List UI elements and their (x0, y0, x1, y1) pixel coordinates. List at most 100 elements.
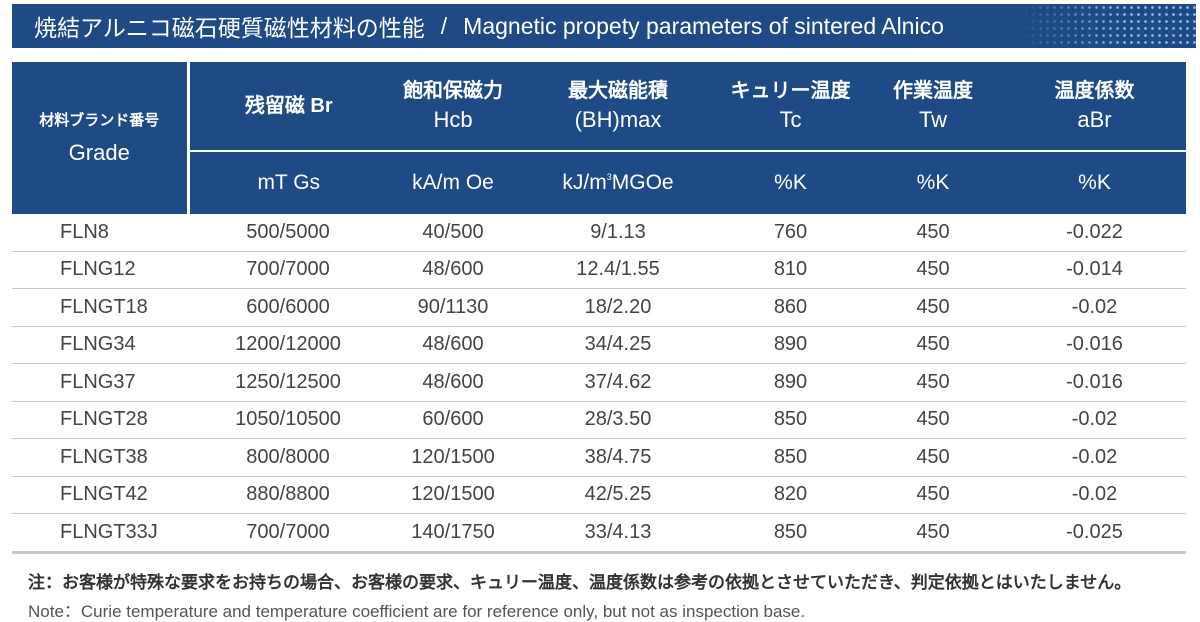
cell-grade: FLNGT18 (12, 288, 188, 327)
cell-tc: 850 (718, 401, 863, 439)
cell-tc: 850 (718, 513, 863, 554)
cell-br: 880/8800 (188, 476, 388, 514)
cell-grade: FLNGT28 (12, 401, 188, 439)
table-row: FLNGT28 1050/10500 60/600 28/3.50 850 450 -0.0… (12, 401, 1186, 439)
cell-bhmax: 38/4.75 (518, 438, 718, 477)
cell-br: 600/6000 (188, 288, 388, 327)
cell-hcb: 120/1500 (388, 476, 518, 514)
unit-br: mT Gs (188, 150, 388, 214)
cell-tw: 450 (863, 214, 1003, 252)
cell-abr: -0.025 (1003, 513, 1186, 554)
cell-br: 1050/10500 (188, 401, 388, 439)
cell-br: 700/7000 (188, 513, 388, 554)
header-row-names: 材料ブランド番号 Grade 残留磁 Br 飽和保磁力 Hcb 最大磁能積 (B… (12, 62, 1186, 214)
cell-tw: 450 (863, 363, 1003, 402)
header-bhmax-jp: 最大磁能積 (568, 80, 668, 102)
cell-tc: 850 (718, 438, 863, 477)
cell-grade: FLN8 (12, 214, 188, 252)
property-table: 材料ブランド番号 Grade 残留磁 Br 飽和保磁力 Hcb 最大磁能積 (B… (12, 62, 1186, 554)
header-hcb-en: Hcb (433, 107, 473, 132)
table-body: FLN8 500/5000 40/500 9/1.13 760 450 -0.022 FLNG… (12, 214, 1186, 554)
cell-hcb: 40/500 (388, 214, 518, 252)
cell-grade: FLNG34 (12, 326, 188, 364)
table-row: FLNG12 700/7000 48/600 12.4/1.55 810 450 -0.01… (12, 251, 1186, 289)
cell-grade: FLNG12 (12, 251, 188, 289)
header-bhmax: 最大磁能積 (BH)max (518, 62, 718, 151)
cell-br: 800/8000 (188, 438, 388, 477)
table-row: FLN8 500/5000 40/500 9/1.13 760 450 -0.022 (12, 214, 1186, 252)
cell-tc: 890 (718, 363, 863, 402)
cell-tc: 810 (718, 251, 863, 289)
cell-bhmax: 28/3.50 (518, 401, 718, 439)
cell-hcb: 48/600 (388, 251, 518, 289)
cell-tc: 820 (718, 476, 863, 514)
unit-hcb: kA/m Oe (388, 150, 518, 214)
cell-tc: 890 (718, 326, 863, 364)
cell-bhmax: 12.4/1.55 (518, 251, 718, 289)
header-br-jp: 残留磁 Br (244, 95, 333, 117)
header-tw-jp: 作業温度 (893, 80, 973, 102)
table-row: FLNGT33J 700/7000 140/1750 33/4.13 850 450 -0.… (12, 513, 1186, 554)
cell-abr: -0.022 (1003, 214, 1186, 252)
cell-grade: FLNGT33J (12, 513, 188, 554)
cell-bhmax: 18/2.20 (518, 288, 718, 327)
cell-abr: -0.02 (1003, 401, 1186, 439)
cell-hcb: 90/1130 (388, 288, 518, 327)
table-row: FLNGT18 600/6000 90/1130 18/2.20 860 450 -0.02 (12, 288, 1186, 327)
header-row-units: mT Gs kA/m Oe kJ/m3MGOe %K %K %K (12, 150, 1186, 214)
unit-bhmax-sup: 3 (606, 172, 612, 182)
table-row: FLNG37 1250/12500 48/600 37/4.62 890 450 -0.01… (12, 363, 1186, 402)
cell-bhmax: 42/5.25 (518, 476, 718, 514)
unit-bhmax-post: MGOe (611, 171, 674, 194)
cell-br: 700/7000 (188, 251, 388, 289)
dot-pattern-decoration (1016, 4, 1196, 48)
header-abr-jp: 温度係数 (1054, 80, 1135, 102)
cell-br: 500/5000 (188, 214, 388, 252)
header-tw-en: Tw (918, 107, 948, 132)
title-separator: / (440, 12, 448, 39)
cell-abr: -0.016 (1003, 363, 1186, 402)
table-row: FLNG34 1200/12000 48/600 34/4.25 890 450 -0.01… (12, 326, 1186, 364)
header-br: 残留磁 Br (188, 62, 388, 151)
cell-br: 1250/12500 (188, 363, 388, 402)
cell-abr: -0.016 (1003, 326, 1186, 364)
header-tc-jp: キュリー温度 (730, 80, 851, 102)
header-abr: 温度係数 aBr (1003, 62, 1186, 151)
cell-tw: 450 (863, 438, 1003, 477)
cell-hcb: 140/1750 (388, 513, 518, 554)
cell-tc: 760 (718, 214, 863, 252)
cell-abr: -0.02 (1003, 476, 1186, 514)
header-grade: 材料ブランド番号 Grade (12, 62, 190, 214)
header-hcb-jp: 飽和保磁力 (403, 80, 503, 102)
unit-tw: %K (863, 150, 1003, 214)
cell-hcb: 60/600 (388, 401, 518, 439)
unit-abr: %K (1003, 150, 1186, 214)
cell-tw: 450 (863, 401, 1003, 439)
cell-tw: 450 (863, 476, 1003, 514)
cell-tc: 860 (718, 288, 863, 327)
title-en: Magnetic propety parameters of sintered … (463, 12, 944, 39)
table-row: FLNGT38 800/8000 120/1500 38/4.75 850 450 -0.0… (12, 438, 1186, 477)
cell-hcb: 48/600 (388, 326, 518, 364)
header-tc-en: Tc (779, 107, 802, 132)
title-bar: 焼結アルニコ磁石硬質磁性材料の性能 / Magnetic propety par… (12, 4, 1196, 48)
header-hcb: 飽和保磁力 Hcb (388, 62, 518, 151)
title-jp: 焼結アルニコ磁石硬質磁性材料の性能 (34, 15, 425, 41)
cell-hcb: 120/1500 (388, 438, 518, 477)
cell-grade: FLNGT38 (12, 438, 188, 477)
unit-bhmax: kJ/m3MGOe (518, 150, 718, 214)
cell-bhmax: 33/4.13 (518, 513, 718, 554)
unit-tc: %K (718, 150, 863, 214)
cell-abr: -0.02 (1003, 288, 1186, 327)
cell-abr: -0.014 (1003, 251, 1186, 289)
cell-hcb: 48/600 (388, 363, 518, 402)
note-japanese: 注：お客様が特殊な要求をお持ちの場合、お客様の要求、キュリー温度、温度係数は参考… (28, 573, 1132, 592)
cell-br: 1200/12000 (188, 326, 388, 364)
note-english: Note：Curie temperature and temperature c… (28, 602, 806, 621)
header-tc: キュリー温度 Tc (718, 62, 863, 151)
cell-tw: 450 (863, 326, 1003, 364)
cell-abr: -0.02 (1003, 438, 1186, 477)
header-grade-jp: 材料ブランド番号 (39, 112, 160, 129)
cell-bhmax: 37/4.62 (518, 363, 718, 402)
cell-tw: 450 (863, 251, 1003, 289)
